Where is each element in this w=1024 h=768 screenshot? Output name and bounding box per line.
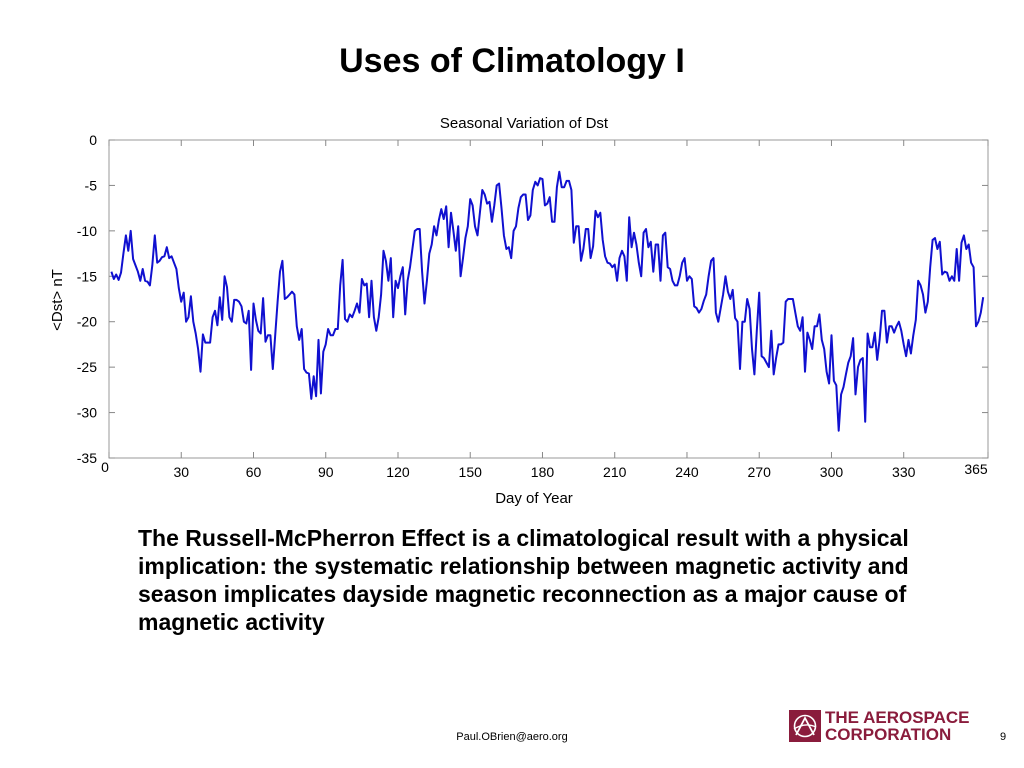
aerospace-logo-icon bbox=[789, 710, 821, 742]
y-tick-label: -25 bbox=[77, 359, 97, 375]
x-tick-label: 120 bbox=[386, 464, 410, 480]
y-tick-label: -15 bbox=[77, 268, 97, 284]
body-paragraph: The Russell-McPherron Effect is a climat… bbox=[138, 525, 909, 635]
x-tick-label: 180 bbox=[531, 464, 555, 480]
dst-line-chart: Seasonal Variation of Dst 0 -5 -10 -15 -20 -2… bbox=[49, 115, 989, 507]
logo-wordmark: THE AEROSPACE CORPORATION bbox=[825, 709, 970, 743]
footer-email: Paul.OBrien@aero.org bbox=[456, 731, 568, 743]
x-tick-label: 60 bbox=[246, 464, 262, 480]
x-tick-label: 0 bbox=[101, 459, 109, 475]
chart-title: Seasonal Variation of Dst bbox=[440, 115, 609, 132]
x-tick-label: 270 bbox=[748, 464, 772, 480]
y-tick-label: -35 bbox=[77, 450, 97, 466]
logo-text-line2: CORPORATION bbox=[825, 725, 952, 744]
y-tick-label: -10 bbox=[77, 223, 97, 239]
x-tick-label: 330 bbox=[892, 464, 916, 480]
logo-text-line1: THE AEROSPACE bbox=[825, 708, 970, 727]
x-tick-label: 30 bbox=[173, 464, 189, 480]
dst-series-line bbox=[110, 170, 985, 432]
x-tick-label: 365 bbox=[964, 461, 988, 477]
page-number: 9 bbox=[1000, 731, 1007, 743]
plot-frame bbox=[108, 139, 989, 459]
x-tick-label: 300 bbox=[820, 464, 844, 480]
x-tick-label: 210 bbox=[603, 464, 627, 480]
y-tick-label: -5 bbox=[85, 177, 98, 193]
slide-title: Uses of Climatology I bbox=[339, 42, 685, 80]
x-tick-label: 240 bbox=[675, 464, 699, 480]
y-tick-label: 0 bbox=[89, 132, 97, 148]
x-tick-label: 90 bbox=[318, 464, 334, 480]
x-tick-label: 150 bbox=[459, 464, 483, 480]
x-axis-label: Day of Year bbox=[495, 490, 573, 507]
y-tick-label: -20 bbox=[77, 314, 97, 330]
aerospace-logo: THE AEROSPACE CORPORATION bbox=[789, 709, 974, 745]
y-tick-label: -30 bbox=[77, 405, 97, 421]
y-axis-label: <Dst> nT bbox=[49, 269, 66, 331]
plot-area: 0-5-10-15-20-25-30-350 30 60 90 120 150 180 210… bbox=[77, 132, 989, 480]
